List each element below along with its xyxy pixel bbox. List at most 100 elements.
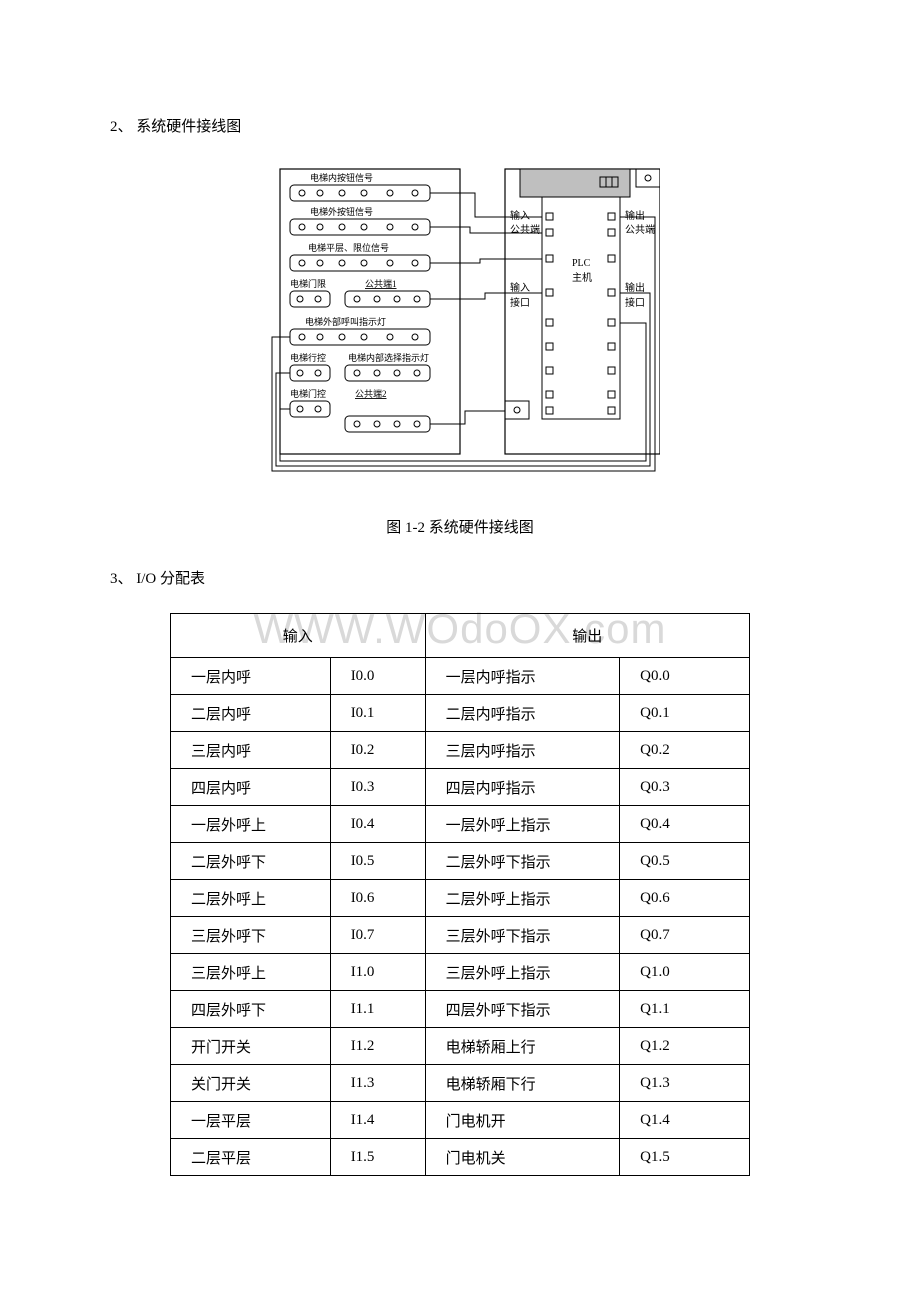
- cell-out-name: 电梯轿厢上行: [425, 1028, 620, 1065]
- cell-in-addr: I0.3: [330, 769, 425, 806]
- svg-text:电梯内部选择指示灯: 电梯内部选择指示灯: [348, 352, 429, 363]
- table-row: 二层外呼下I0.5二层外呼下指示Q0.5: [171, 843, 750, 880]
- header-input: 输入: [171, 614, 426, 658]
- cell-out-name: 电梯轿厢下行: [425, 1065, 620, 1102]
- cell-out-addr: Q0.3: [620, 769, 750, 806]
- wiring-diagram: 电梯内按钮信号 电梯外按钮信号 电梯平层、限位信号 电梯门限 公共端1 电梯外部…: [260, 161, 660, 486]
- svg-text:输入: 输入: [510, 209, 530, 222]
- cell-in-name: 二层外呼下: [171, 843, 331, 880]
- cell-in-addr: I0.4: [330, 806, 425, 843]
- svg-text:电梯门控: 电梯门控: [290, 388, 326, 399]
- cell-in-addr: I1.5: [330, 1139, 425, 1176]
- cell-out-addr: Q0.7: [620, 917, 750, 954]
- cell-out-name: 四层内呼指示: [425, 769, 620, 806]
- cell-in-name: 四层内呼: [171, 769, 331, 806]
- cell-out-addr: Q1.2: [620, 1028, 750, 1065]
- svg-text:公共端: 公共端: [625, 223, 655, 236]
- cell-out-name: 二层外呼上指示: [425, 880, 620, 917]
- cell-out-addr: Q0.4: [620, 806, 750, 843]
- cell-out-name: 二层外呼下指示: [425, 843, 620, 880]
- figure-caption: 图 1-2 系统硬件接线图: [110, 516, 810, 537]
- table-row: 四层外呼下I1.1四层外呼下指示Q1.1: [171, 991, 750, 1028]
- table-header-row: 输入 输出: [171, 614, 750, 658]
- section3-title: 3、 I/O 分配表: [110, 567, 810, 588]
- header-output: 输出: [425, 614, 749, 658]
- table-row: 二层外呼上I0.6二层外呼上指示Q0.6: [171, 880, 750, 917]
- cell-out-name: 门电机关: [425, 1139, 620, 1176]
- cell-in-addr: I1.2: [330, 1028, 425, 1065]
- cell-out-addr: Q0.0: [620, 658, 750, 695]
- section2-title: 2、 系统硬件接线图: [110, 115, 810, 136]
- cell-in-addr: I0.0: [330, 658, 425, 695]
- cell-in-name: 关门开关: [171, 1065, 331, 1102]
- cell-in-name: 二层内呼: [171, 695, 331, 732]
- table-row: 二层内呼I0.1二层内呼指示Q0.1: [171, 695, 750, 732]
- table-row: 一层内呼I0.0一层内呼指示Q0.0: [171, 658, 750, 695]
- cell-out-addr: Q1.5: [620, 1139, 750, 1176]
- cell-out-addr: Q0.2: [620, 732, 750, 769]
- svg-text:电梯平层、限位信号: 电梯平层、限位信号: [308, 242, 389, 253]
- svg-text:公共端: 公共端: [510, 223, 540, 236]
- cell-in-addr: I1.3: [330, 1065, 425, 1102]
- svg-text:公共端1: 公共端1: [365, 278, 397, 289]
- cell-in-addr: I1.1: [330, 991, 425, 1028]
- svg-text:PLC: PLC: [572, 258, 591, 269]
- cell-in-addr: I0.2: [330, 732, 425, 769]
- diagram-svg: 电梯内按钮信号 电梯外按钮信号 电梯平层、限位信号 电梯门限 公共端1 电梯外部…: [260, 161, 660, 481]
- cell-in-name: 三层内呼: [171, 732, 331, 769]
- table-row: 四层内呼I0.3四层内呼指示Q0.3: [171, 769, 750, 806]
- cell-in-addr: I0.6: [330, 880, 425, 917]
- cell-in-name: 一层内呼: [171, 658, 331, 695]
- cell-out-addr: Q0.5: [620, 843, 750, 880]
- svg-text:电梯门限: 电梯门限: [290, 278, 326, 289]
- cell-in-name: 开门开关: [171, 1028, 331, 1065]
- svg-text:主机: 主机: [572, 271, 592, 284]
- table-row: 关门开关I1.3电梯轿厢下行Q1.3: [171, 1065, 750, 1102]
- io-table-wrap: WWW.WOdoOX.com 输入 输出 一层内呼I0.0一层内呼指示Q0.0二…: [170, 613, 750, 1176]
- cell-out-addr: Q0.1: [620, 695, 750, 732]
- svg-text:输出: 输出: [625, 281, 645, 294]
- table-row: 三层外呼上I1.0三层外呼上指示Q1.0: [171, 954, 750, 991]
- svg-text:输入: 输入: [510, 281, 530, 294]
- cell-out-addr: Q1.4: [620, 1102, 750, 1139]
- cell-in-addr: I1.0: [330, 954, 425, 991]
- cell-in-name: 一层外呼上: [171, 806, 331, 843]
- cell-in-name: 三层外呼下: [171, 917, 331, 954]
- svg-text:电梯内按钮信号: 电梯内按钮信号: [310, 172, 373, 183]
- cell-in-name: 二层平层: [171, 1139, 331, 1176]
- cell-in-name: 三层外呼上: [171, 954, 331, 991]
- cell-out-name: 三层内呼指示: [425, 732, 620, 769]
- cell-in-name: 四层外呼下: [171, 991, 331, 1028]
- svg-text:输出: 输出: [625, 209, 645, 222]
- cell-in-addr: I1.4: [330, 1102, 425, 1139]
- cell-out-addr: Q1.0: [620, 954, 750, 991]
- table-row: 一层外呼上I0.4一层外呼上指示Q0.4: [171, 806, 750, 843]
- svg-text:公共端2: 公共端2: [355, 388, 387, 399]
- cell-out-name: 二层内呼指示: [425, 695, 620, 732]
- cell-out-addr: Q0.6: [620, 880, 750, 917]
- table-row: 三层外呼下I0.7三层外呼下指示Q0.7: [171, 917, 750, 954]
- svg-text:电梯外部呼叫指示灯: 电梯外部呼叫指示灯: [305, 316, 386, 327]
- cell-out-name: 一层外呼上指示: [425, 806, 620, 843]
- svg-text:电梯行控: 电梯行控: [290, 352, 326, 363]
- cell-in-name: 一层平层: [171, 1102, 331, 1139]
- cell-out-addr: Q1.3: [620, 1065, 750, 1102]
- cell-in-addr: I0.5: [330, 843, 425, 880]
- cell-in-addr: I0.7: [330, 917, 425, 954]
- table-row: 二层平层I1.5门电机关Q1.5: [171, 1139, 750, 1176]
- cell-in-name: 二层外呼上: [171, 880, 331, 917]
- svg-text:接口: 接口: [510, 296, 530, 309]
- svg-text:接口: 接口: [625, 296, 645, 309]
- cell-out-name: 四层外呼下指示: [425, 991, 620, 1028]
- table-row: 三层内呼I0.2三层内呼指示Q0.2: [171, 732, 750, 769]
- io-table: 输入 输出 一层内呼I0.0一层内呼指示Q0.0二层内呼I0.1二层内呼指示Q0…: [170, 613, 750, 1176]
- cell-out-name: 三层外呼下指示: [425, 917, 620, 954]
- cell-in-addr: I0.1: [330, 695, 425, 732]
- table-row: 一层平层I1.4门电机开Q1.4: [171, 1102, 750, 1139]
- cell-out-name: 门电机开: [425, 1102, 620, 1139]
- cell-out-name: 三层外呼上指示: [425, 954, 620, 991]
- table-row: 开门开关I1.2电梯轿厢上行Q1.2: [171, 1028, 750, 1065]
- cell-out-addr: Q1.1: [620, 991, 750, 1028]
- svg-text:电梯外按钮信号: 电梯外按钮信号: [310, 206, 373, 217]
- cell-out-name: 一层内呼指示: [425, 658, 620, 695]
